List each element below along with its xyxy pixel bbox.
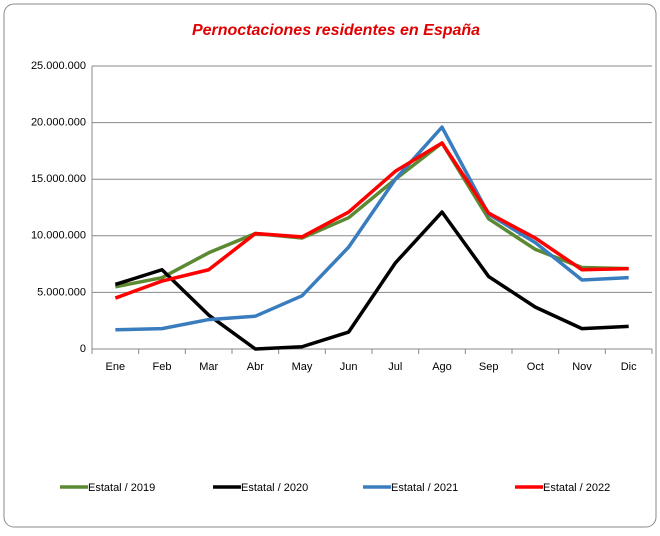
y-tick-label: 25.000.000 [31, 60, 86, 72]
x-tick-label: Mar [199, 361, 218, 373]
legend-label: Estatal / 2019 [88, 482, 155, 494]
x-tick-label: Ago [432, 361, 452, 373]
x-tick-label: Dic [621, 361, 637, 373]
y-tick-label: 15.000.000 [31, 173, 86, 185]
y-tick-label: 5.000.000 [37, 286, 86, 298]
x-tick-label: Jun [340, 361, 358, 373]
x-tick-label: May [292, 361, 313, 373]
chart-title: Pernoctaciones residentes en España [192, 22, 480, 39]
series-line [114, 141, 629, 300]
legend-label: Estatal / 2022 [543, 482, 610, 494]
legend-label: Estatal / 2021 [391, 482, 458, 494]
series-line [114, 210, 629, 351]
x-tick-label: Feb [153, 361, 172, 373]
y-tick-label: 0 [80, 343, 86, 355]
series-line [115, 125, 629, 332]
series-line [114, 141, 629, 289]
x-tick-label: Jul [388, 361, 402, 373]
x-tick-label: Nov [572, 361, 592, 373]
x-tick-label: Abr [247, 361, 264, 373]
x-tick-label: Sep [479, 361, 499, 373]
x-tick-label: Oct [527, 361, 544, 373]
y-tick-label: 10.000.000 [31, 230, 86, 242]
legend-label: Estatal / 2020 [241, 482, 308, 494]
x-tick-label: Ene [106, 361, 126, 373]
y-tick-label: 20.000.000 [31, 117, 86, 129]
